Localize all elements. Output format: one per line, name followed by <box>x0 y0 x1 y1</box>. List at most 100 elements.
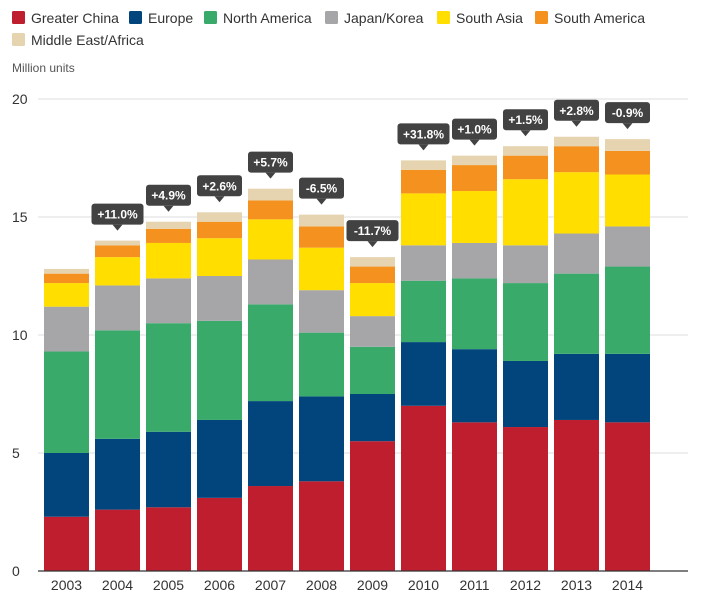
bar-segment-middle-east-africa <box>452 155 497 166</box>
bar-segment-north-america <box>350 346 395 394</box>
x-tick-label: 2009 <box>357 577 388 593</box>
bar-segment-south-america <box>605 150 650 175</box>
bar-segment-japan-korea <box>401 245 446 281</box>
y-tick-label: 15 <box>12 209 28 225</box>
bar-segment-europe <box>197 419 242 498</box>
legend-swatch <box>204 11 217 24</box>
callout-label: -11.7% <box>354 224 392 238</box>
legend-swatch <box>12 11 25 24</box>
bar-segment-south-asia <box>146 242 191 279</box>
bar-segment-greater-china <box>95 509 140 571</box>
growth-callout: -11.7% <box>346 220 399 248</box>
bar-segment-japan-korea <box>197 276 242 321</box>
bar-segment-north-america <box>146 323 191 432</box>
bar-segment-south-america <box>44 273 89 284</box>
bar-stack-2005 <box>146 221 191 571</box>
bar-stack-2004 <box>95 240 140 571</box>
bar-segment-japan-korea <box>605 226 650 267</box>
bar-segment-japan-korea <box>95 285 140 331</box>
bar-segment-south-asia <box>299 247 344 291</box>
callout-label: +1.0% <box>457 123 492 137</box>
bar-stack-2006 <box>197 212 242 571</box>
bar-segment-south-america <box>350 266 395 284</box>
bar-segment-south-asia <box>197 238 242 276</box>
legend-swatch <box>325 11 338 24</box>
legend-label: South Asia <box>456 10 523 26</box>
callout-box <box>299 177 344 199</box>
growth-callout: +31.8% <box>397 123 450 151</box>
bar-segment-north-america <box>401 280 446 343</box>
callout-box <box>197 175 242 197</box>
bar-segment-europe <box>452 349 497 423</box>
bar-segment-europe <box>248 401 293 487</box>
bar-segment-europe <box>350 394 395 442</box>
bars <box>44 136 650 571</box>
bar-segment-japan-korea <box>44 306 89 352</box>
legend-label: South America <box>554 10 645 26</box>
bar-segment-south-asia <box>95 257 140 286</box>
bar-segment-europe <box>95 438 140 510</box>
legend-label: Middle East/Africa <box>31 32 144 48</box>
callout-pointer <box>367 241 378 248</box>
bar-stack-2007 <box>248 188 293 571</box>
bar-segment-south-america <box>503 155 548 180</box>
bar-segment-north-america <box>248 304 293 402</box>
callout-label: +2.6% <box>202 179 237 193</box>
y-axis-unit-label: Million units <box>12 61 75 75</box>
growth-callout: +2.8% <box>554 99 599 127</box>
legend-item-north-america: North America <box>204 10 312 26</box>
bar-segment-europe <box>503 360 548 428</box>
legend-item-japan-korea: Japan/Korea <box>325 10 424 26</box>
legend-swatch <box>535 11 548 24</box>
bar-segment-japan-korea <box>350 316 395 347</box>
bar-stack-2009 <box>350 257 395 571</box>
bar-segment-north-america <box>554 273 599 354</box>
bar-segment-greater-china <box>44 516 89 571</box>
legend-item-middle-east-africa: Middle East/Africa <box>12 32 144 48</box>
bar-segment-greater-china <box>503 427 548 571</box>
legend-label: Greater China <box>31 10 119 26</box>
growth-callout: +11.0% <box>91 203 144 231</box>
bar-segment-south-america <box>452 165 497 192</box>
callout-pointer <box>571 120 582 127</box>
x-tick-label: 2012 <box>510 577 541 593</box>
bar-segment-europe <box>605 353 650 423</box>
y-tick-label: 20 <box>12 91 28 107</box>
callout-label: +11.0% <box>97 208 138 222</box>
callout-pointer <box>469 139 480 146</box>
bar-segment-middle-east-africa <box>299 214 344 227</box>
callout-box <box>503 109 548 131</box>
bar-segment-south-asia <box>248 219 293 260</box>
bar-segment-greater-china <box>197 497 242 571</box>
bar-segment-greater-china <box>605 422 650 571</box>
x-tick-label: 2008 <box>306 577 337 593</box>
bar-segment-middle-east-africa <box>554 136 599 147</box>
legend: Greater China Europe North America Japan/Ko… <box>12 10 645 48</box>
callout-box <box>146 184 191 206</box>
bar-segment-greater-china <box>248 486 293 571</box>
bar-segment-greater-china <box>401 405 446 571</box>
x-tick-label: 2014 <box>612 577 643 593</box>
bar-segment-south-asia <box>350 283 395 317</box>
bar-segment-middle-east-africa <box>197 212 242 222</box>
x-tick-label: 2003 <box>51 577 82 593</box>
y-tick-label: 0 <box>12 563 20 579</box>
callout-label: +1.5% <box>508 113 543 127</box>
callout-label: +4.9% <box>151 189 186 203</box>
callout-pointer <box>622 123 633 130</box>
bar-segment-europe <box>554 353 599 420</box>
bar-segment-north-america <box>197 320 242 420</box>
bar-stack-2011 <box>452 155 497 571</box>
bar-segment-south-asia <box>44 283 89 307</box>
bar-segment-middle-east-africa <box>605 139 650 151</box>
callout-pointer <box>520 130 531 137</box>
bar-segment-south-asia <box>554 172 599 234</box>
y-tick-label: 5 <box>12 445 20 461</box>
bar-segment-north-america <box>95 330 140 439</box>
callout-pointer <box>316 198 327 205</box>
bar-segment-south-america <box>554 146 599 173</box>
bar-segment-europe <box>146 431 191 508</box>
legend-swatch <box>12 33 25 46</box>
